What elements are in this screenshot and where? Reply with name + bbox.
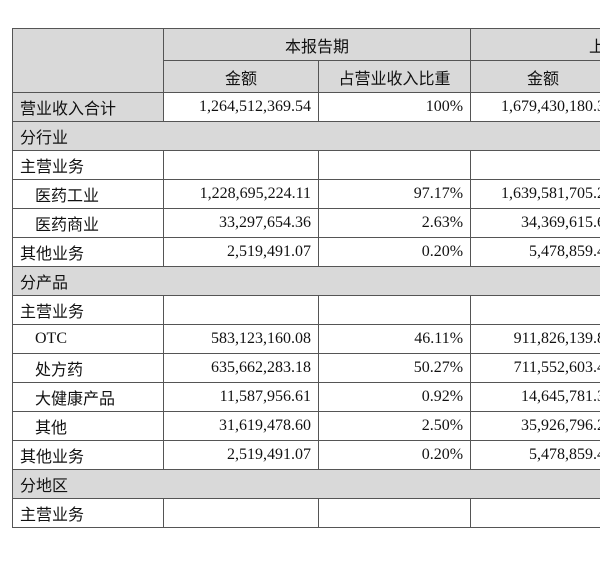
- header-cell: 上: [470, 28, 600, 61]
- table-row: 处方药 635,662,283.18 50.27% 711,552,603.4: [12, 353, 600, 383]
- table-cell: 分行业: [11, 121, 600, 151]
- table-cell: 14,645,781.3: [470, 382, 600, 412]
- table-cell: 其他业务: [12, 440, 164, 470]
- table-cell: 大健康产品: [12, 382, 164, 412]
- table-cell: 2,519,491.07: [163, 440, 319, 470]
- table-cell: 0.92%: [317, 382, 472, 412]
- table-cell: [163, 295, 319, 325]
- table-cell: 主营业务: [12, 498, 164, 528]
- table-cell: 1,264,512,369.54: [163, 92, 319, 122]
- table-row: 分产品: [11, 266, 600, 296]
- table-row: 分地区: [11, 469, 600, 499]
- table-cell: 其他: [12, 411, 164, 441]
- table-row: 主营业务: [12, 150, 600, 180]
- table-cell: 2,519,491.07: [163, 237, 319, 267]
- table-cell: 1,639,581,705.2: [470, 179, 600, 209]
- table-cell: 50.27%: [317, 353, 472, 383]
- table-cell: [163, 150, 319, 180]
- table-cell: 583,123,160.08: [163, 324, 319, 354]
- table-cell: 46.11%: [317, 324, 472, 354]
- header-cell: 本报告期: [162, 28, 472, 61]
- table-cell: 711,552,603.4: [470, 353, 600, 383]
- table-cell: 1,679,430,180.3: [470, 92, 600, 122]
- table-row: 大健康产品 11,587,956.61 0.92% 14,645,781.3: [12, 382, 600, 412]
- table-row: 医药商业 33,297,654.36 2.63% 34,369,615.6: [12, 208, 600, 238]
- table-cell: 0.20%: [317, 440, 472, 470]
- corner: [12, 28, 164, 93]
- table-row: 其他业务 2,519,491.07 0.20% 5,478,859.4: [12, 237, 600, 267]
- table-cell: 2.63%: [317, 208, 472, 238]
- table-row: 主营业务: [12, 498, 600, 528]
- table-cell: 医药工业: [12, 179, 164, 209]
- table-cell: [470, 150, 600, 180]
- table-cell: 97.17%: [317, 179, 472, 209]
- table-row: 主营业务: [12, 295, 600, 325]
- table-cell: 5,478,859.4: [470, 440, 600, 470]
- table-row: OTC 583,123,160.08 46.11% 911,826,139.8: [12, 324, 600, 354]
- table-cell: 主营业务: [12, 295, 164, 325]
- table-cell: 34,369,615.6: [470, 208, 600, 238]
- header-cell: 金额: [163, 60, 319, 93]
- table-cell: OTC: [12, 324, 164, 354]
- table-row: 医药工业 1,228,695,224.11 97.17% 1,639,581,705.…: [12, 179, 600, 209]
- table-cell: 100%: [317, 92, 472, 122]
- table-cell: 1,228,695,224.11: [163, 179, 319, 209]
- table-cell: 处方药: [12, 353, 164, 383]
- table-row: 营业收入合计 1,264,512,369.54 100% 1,679,430,180.…: [12, 92, 600, 122]
- table-cell: 31,619,478.60: [163, 411, 319, 441]
- table-cell: 主营业务: [12, 150, 164, 180]
- table-cell: 营业收入合计: [12, 92, 164, 122]
- table-cell: 5,478,859.4: [470, 237, 600, 267]
- table-cell: 911,826,139.8: [470, 324, 600, 354]
- header-cell: 占营业收入比重: [317, 60, 472, 93]
- table-cell: [317, 150, 472, 180]
- table-cell: [470, 295, 600, 325]
- table-cell: 0.20%: [317, 237, 472, 267]
- table-cell: [163, 498, 319, 528]
- table-row: 分行业: [11, 121, 600, 151]
- table-cell: 11,587,956.61: [163, 382, 319, 412]
- table-cell: 医药商业: [12, 208, 164, 238]
- table-cell: [470, 498, 600, 528]
- table-cell: 35,926,796.2: [470, 411, 600, 441]
- header-cell: 金额: [470, 60, 600, 93]
- table-cell: [317, 295, 472, 325]
- table-cell: 635,662,283.18: [163, 353, 319, 383]
- table-row: 其他 31,619,478.60 2.50% 35,926,796.2: [12, 411, 600, 441]
- income-table: 本报告期 上 金额 占营业收入比重 金额 营业收入合计1,264,512,369…: [11, 28, 600, 528]
- table-row: 其他业务 2,519,491.07 0.20% 5,478,859.4: [12, 440, 600, 470]
- table-cell: 其他业务: [12, 237, 164, 267]
- table-cell: [317, 498, 472, 528]
- table-cell: 2.50%: [317, 411, 472, 441]
- table-cell: 分产品: [11, 266, 600, 296]
- table-cell: 33,297,654.36: [163, 208, 319, 238]
- table-cell: 分地区: [11, 469, 600, 499]
